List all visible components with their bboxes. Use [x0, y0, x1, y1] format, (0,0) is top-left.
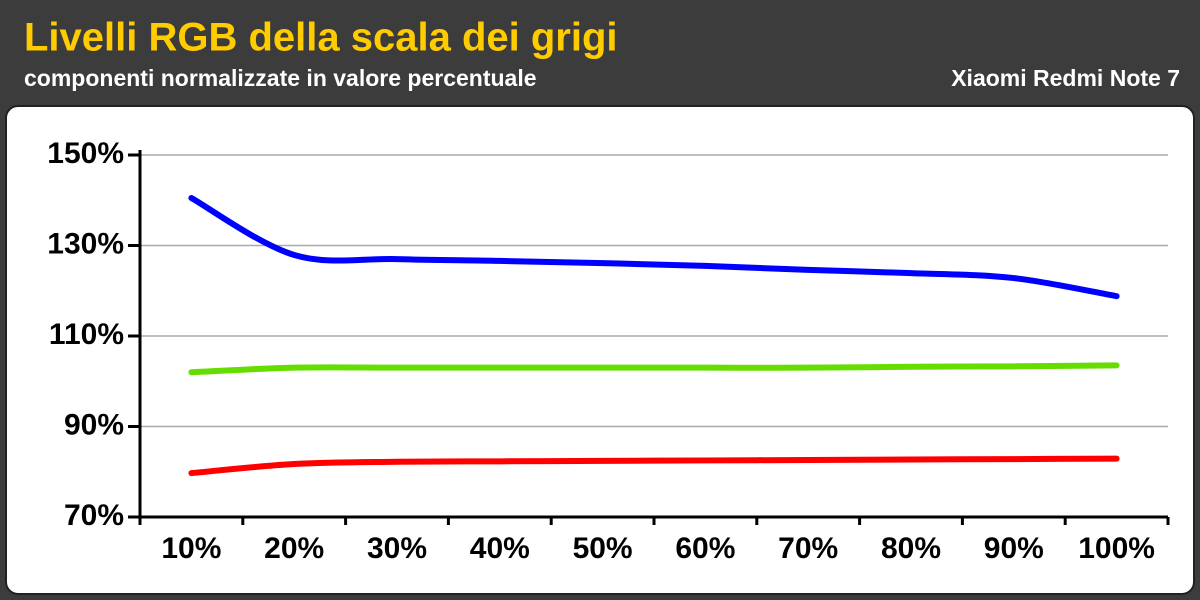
x-tick-label: 30%	[367, 532, 427, 565]
x-tick-label: 10%	[161, 532, 221, 565]
x-tick-label: 20%	[264, 532, 324, 565]
x-tick-label: 90%	[984, 532, 1044, 565]
chart-title: Livelli RGB della scala dei grigi	[24, 16, 618, 60]
device-label: Xiaomi Redmi Note 7	[951, 65, 1180, 91]
x-tick-label: 60%	[675, 532, 735, 565]
series-line	[188, 455, 1120, 477]
y-tick-label: 130%	[47, 227, 124, 260]
plot-panel	[5, 105, 1195, 595]
y-tick-label: 110%	[49, 318, 124, 351]
y-tick-label: 90%	[64, 408, 124, 441]
series-line	[188, 362, 1120, 376]
y-tick-label: 150%	[47, 137, 124, 170]
x-tick-label: 50%	[573, 532, 633, 565]
x-tick-label: 80%	[881, 532, 941, 565]
series-line	[188, 194, 1120, 300]
y-tick-label: 70%	[64, 499, 124, 532]
x-tick-label: 100%	[1078, 532, 1155, 565]
x-tick-label: 70%	[778, 532, 838, 565]
chart-subtitle: componenti normalizzate in valore percen…	[24, 65, 537, 91]
x-tick-label: 40%	[470, 532, 530, 565]
